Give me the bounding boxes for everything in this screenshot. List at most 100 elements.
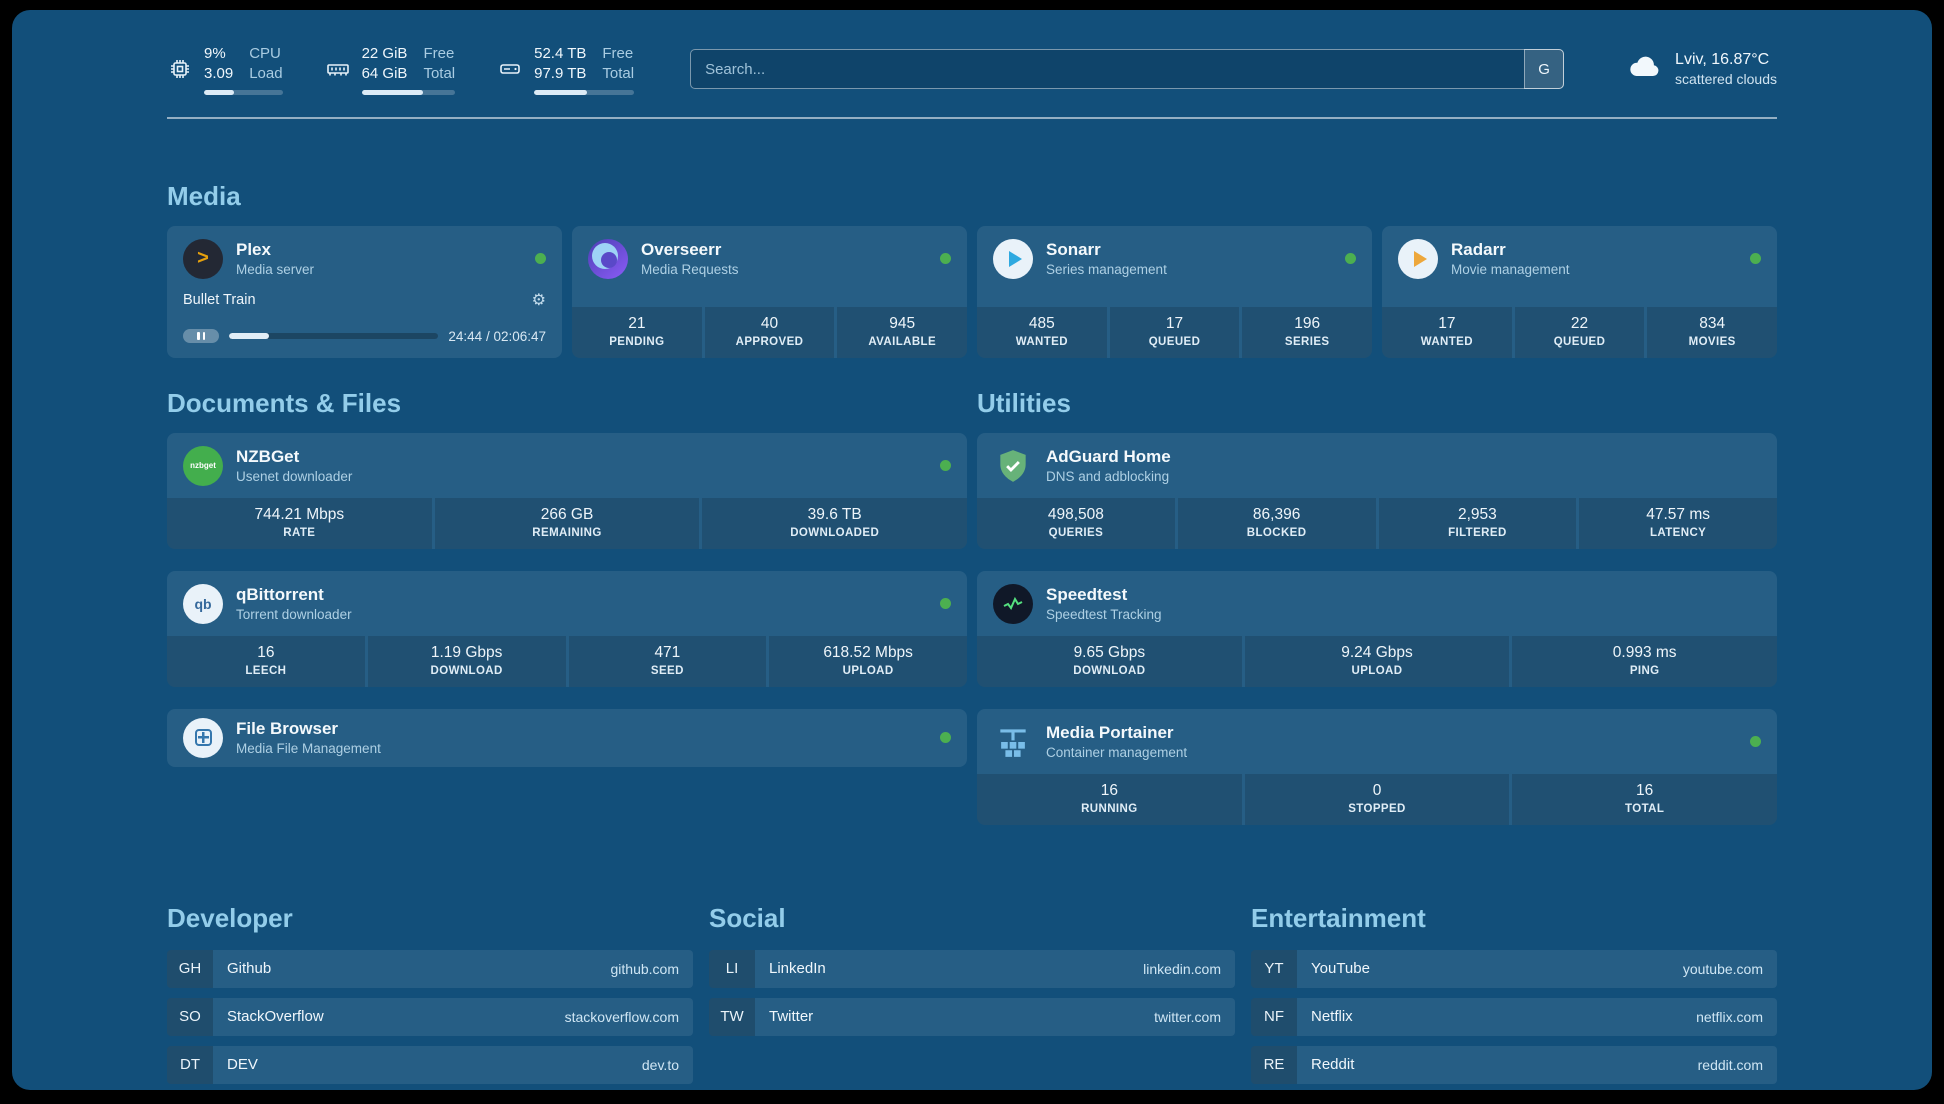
status-dot xyxy=(940,253,951,265)
twitter-icon: TW xyxy=(709,997,755,1036)
stat-label: SEED xyxy=(650,664,684,677)
stat-rate: 744.21 Mbps RATE xyxy=(167,497,432,549)
linkedin-icon: LI xyxy=(709,949,755,988)
stat-value: 266 GB xyxy=(540,505,594,523)
bookmarks-social: Social LI LinkedIn linkedin.com TW Twitt… xyxy=(709,903,1235,1090)
bookmark-name: Reddit xyxy=(1311,1056,1355,1074)
bookmark-name: DEV xyxy=(227,1056,258,1074)
stat-movies: 834 MOVIES xyxy=(1647,306,1777,358)
stat-label: REMAINING xyxy=(532,526,602,539)
bookmark-domain: youtube.com xyxy=(1682,960,1763,977)
stat-value: 618.52 Mbps xyxy=(823,643,913,661)
app-subtitle: Usenet downloader xyxy=(236,469,353,485)
memory-label-2: Total xyxy=(423,64,456,82)
section-title-documents: Documents & Files xyxy=(167,387,402,418)
bookmark-name: Twitter xyxy=(769,1008,814,1026)
cpu-label-2: Load xyxy=(249,64,283,82)
radarr-card[interactable]: Radarr Movie management 17 WANTED 22 QUE… xyxy=(1382,225,1777,358)
speedtest-icon xyxy=(993,583,1033,624)
stat-value: 39.6 TB xyxy=(807,505,862,523)
plex-card[interactable]: > Plex Media server Bullet Train ⚙ xyxy=(167,225,562,358)
bookmark-reddit[interactable]: RE Reddit reddit.com xyxy=(1251,1045,1777,1084)
cpu-usage: 9% xyxy=(204,45,226,62)
stat-value: 196 xyxy=(1294,314,1321,332)
speedtest-card[interactable]: Speedtest Speedtest Tracking 9.65 Gbps D… xyxy=(977,570,1777,687)
stat-value: 0.993 ms xyxy=(1612,643,1677,661)
section-title-developer: Developer xyxy=(167,902,293,933)
search-input[interactable] xyxy=(690,49,1565,90)
bookmark-stackoverflow[interactable]: SO StackOverflow stackoverflow.com xyxy=(167,997,693,1036)
playback-progressbar[interactable] xyxy=(229,333,439,340)
bookmark-name: Netflix xyxy=(1311,1008,1353,1026)
filebrowser-card[interactable]: File Browser Media File Management xyxy=(167,708,967,767)
stat-label: RATE xyxy=(283,526,316,539)
pause-button[interactable] xyxy=(183,329,219,344)
stat-value: 40 xyxy=(760,314,779,332)
bookmark-name: LinkedIn xyxy=(769,960,826,978)
status-dot xyxy=(1750,736,1761,748)
app-subtitle: Container management xyxy=(1046,745,1188,761)
stat-value: 744.21 Mbps xyxy=(254,505,345,523)
stat-download: 1.19 Gbps DOWNLOAD xyxy=(367,635,566,687)
stat-label: MOVIES xyxy=(1688,335,1736,348)
status-dot xyxy=(535,253,546,265)
stat-available: 945 AVAILABLE xyxy=(837,306,967,358)
adguard-card[interactable]: AdGuard Home DNS and adblocking 498,508 … xyxy=(977,432,1777,549)
cloud-icon xyxy=(1626,49,1662,90)
stat-value: 485 xyxy=(1028,314,1055,332)
stat-ping: 0.993 ms PING xyxy=(1512,635,1777,687)
stat-download: 9.65 Gbps DOWNLOAD xyxy=(977,635,1242,687)
bookmark-netflix[interactable]: NF Netflix netflix.com xyxy=(1251,997,1777,1036)
stat-label: SERIES xyxy=(1284,335,1330,348)
stat-queued: 17 QUEUED xyxy=(1109,306,1240,358)
stat-upload: 9.24 Gbps UPLOAD xyxy=(1244,635,1510,687)
app-name: Sonarr xyxy=(1046,240,1101,260)
app-name: Radarr xyxy=(1451,240,1506,260)
stat-series: 196 SERIES xyxy=(1242,306,1372,358)
bookmarks-developer: Developer GH Github github.com SO StackO… xyxy=(167,903,693,1090)
app-subtitle: Torrent downloader xyxy=(236,607,352,623)
portainer-card[interactable]: Media Portainer Container management 16 … xyxy=(977,708,1777,825)
app-name: qBittorrent xyxy=(236,585,324,605)
disk-label-2: Total xyxy=(602,64,635,82)
memory-progressbar xyxy=(361,89,456,95)
stat-stopped: 0 STOPPED xyxy=(1244,773,1510,825)
bookmark-domain: stackoverflow.com xyxy=(564,1008,679,1025)
stat-value: 16 xyxy=(1636,781,1654,799)
bookmark-linkedin[interactable]: LI LinkedIn linkedin.com xyxy=(709,949,1235,988)
cpu-icon xyxy=(167,56,193,82)
documents-column: Documents & Files nzbget NZBGet Usenet d… xyxy=(167,388,967,847)
cpu-progressbar xyxy=(204,89,283,95)
weather-location: Lviv, 16.87°C xyxy=(1675,51,1770,69)
stat-downloaded: 39.6 TB DOWNLOADED xyxy=(702,497,967,549)
stat-total: 16 TOTAL xyxy=(1512,773,1777,825)
bookmark-twitter[interactable]: TW Twitter twitter.com xyxy=(709,997,1235,1036)
memory-total: 64 GiB xyxy=(361,64,408,82)
sonarr-card[interactable]: Sonarr Series management 485 WANTED 17 Q… xyxy=(977,225,1372,358)
stat-remaining: 266 GB REMAINING xyxy=(434,497,700,549)
qbittorrent-card[interactable]: qb qBittorrent Torrent downloader 16 LEE… xyxy=(167,570,967,687)
overseerr-card[interactable]: Overseerr Media Requests 21 PENDING 40 A… xyxy=(572,225,967,358)
bookmark-github[interactable]: GH Github github.com xyxy=(167,949,693,988)
bookmarks-entertainment: Entertainment YT YouTube youtube.com NF … xyxy=(1251,903,1777,1090)
stat-value: 498,508 xyxy=(1047,505,1104,523)
search-engine-button[interactable]: G xyxy=(1524,49,1565,90)
cpu-widget: 9% 3.09 CPU Load xyxy=(167,44,283,95)
bookmark-dev[interactable]: DT DEV dev.to xyxy=(167,1045,693,1084)
app-subtitle: Series management xyxy=(1046,262,1167,278)
gear-icon[interactable]: ⚙ xyxy=(531,291,546,309)
stat-seed: 471 SEED xyxy=(568,635,767,687)
now-playing-title: Bullet Train xyxy=(183,291,256,308)
stat-value: 9.65 Gbps xyxy=(1073,643,1146,661)
stat-label: WANTED xyxy=(1420,335,1473,348)
filebrowser-icon xyxy=(183,717,223,758)
app-name: File Browser xyxy=(236,719,339,739)
stat-label: DOWNLOAD xyxy=(1073,664,1146,677)
nzbget-card[interactable]: nzbget NZBGet Usenet downloader 744.21 M… xyxy=(167,432,967,549)
app-name: Plex xyxy=(236,240,271,260)
sonarr-icon xyxy=(993,238,1033,279)
stat-blocked: 86,396 BLOCKED xyxy=(1177,497,1376,549)
app-subtitle: Media File Management xyxy=(236,741,381,757)
bookmark-youtube[interactable]: YT YouTube youtube.com xyxy=(1251,949,1777,988)
memory-widget: 22 GiB 64 GiB Free Total xyxy=(325,44,456,95)
